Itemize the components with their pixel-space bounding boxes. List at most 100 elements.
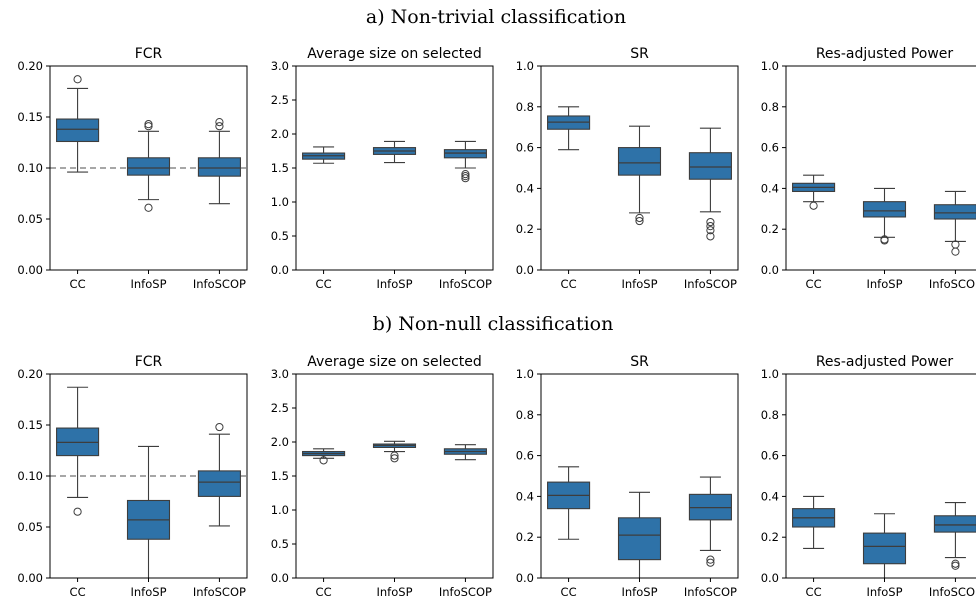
y-tick-label: 1.0	[271, 503, 289, 517]
outlier-point	[635, 216, 644, 226]
axes-frame	[785, 373, 976, 579]
y-tick-label: 0.6	[516, 449, 534, 463]
box-cc	[792, 174, 836, 210]
outlier-point	[73, 507, 82, 516]
row-title-a: a) Non-trivial classification	[366, 6, 626, 28]
x-tick-label: InfoSCOP	[439, 277, 492, 291]
y-tick-label: 0.05	[17, 212, 43, 226]
y-tick-label: 0.10	[17, 161, 43, 175]
outlier-point	[215, 122, 224, 131]
box-infoscop	[197, 422, 241, 527]
y-tick-label: 0.0	[271, 263, 289, 277]
y-tick-label: 1.0	[516, 367, 534, 381]
x-tick-label: InfoSP	[377, 277, 413, 291]
iqr-box	[443, 149, 487, 159]
iqr-box	[933, 204, 976, 220]
y-tick-label: 0.2	[761, 530, 779, 544]
x-tick-label: CC	[561, 585, 577, 599]
box-infoscop	[933, 501, 976, 570]
y-tick-label: 1.0	[516, 59, 534, 73]
box-infoscop	[688, 476, 732, 567]
box-cc	[547, 106, 591, 151]
panel-b-fcr: FCR 0.00 0.05 0.10 0.15 0.20 CC InfoSP InfoSCOP	[17, 354, 248, 599]
outlier-point	[706, 558, 715, 567]
panel-title: Average size on selected	[307, 46, 482, 62]
axes-frame	[540, 373, 739, 579]
y-tick-label: 0.0	[761, 571, 779, 585]
box-infosp	[126, 120, 171, 212]
y-tick-label: 0.15	[17, 110, 43, 124]
outlier-point	[461, 174, 470, 183]
iqr-box	[617, 517, 662, 561]
x-tick-label: CC	[316, 585, 332, 599]
axes-frame	[49, 65, 248, 271]
y-tick-label: 0.2	[516, 530, 534, 544]
outlier-point	[635, 213, 644, 223]
box-infosp	[372, 140, 417, 164]
x-tick-label: InfoSCOP	[193, 585, 246, 599]
x-tick-label: InfoSCOP	[929, 277, 976, 291]
iqr-box	[688, 152, 732, 180]
y-tick-label: 0.5	[271, 229, 289, 243]
iqr-box	[56, 118, 100, 143]
y-tick-label: 0.0	[516, 571, 534, 585]
x-tick-label: CC	[70, 277, 86, 291]
y-tick-label: 0.8	[761, 100, 779, 114]
box-cc	[792, 495, 836, 549]
outlier-point	[390, 454, 399, 463]
y-tick-label: 2.0	[271, 435, 289, 449]
axes-frame	[295, 65, 494, 271]
y-tick-label: 0.6	[516, 141, 534, 155]
x-tick-label: CC	[561, 277, 577, 291]
y-tick-label: 0.4	[761, 489, 779, 503]
outlier-point	[319, 456, 328, 465]
axes-frame	[49, 373, 248, 579]
outlier-point	[951, 247, 960, 256]
box-infosp	[862, 513, 907, 579]
outlier-point	[706, 232, 715, 241]
y-tick-label: 0.8	[516, 100, 534, 114]
box-infoscop	[197, 118, 241, 205]
row-title-b: b) Non-null classification	[373, 313, 614, 335]
y-tick-label: 0.05	[17, 520, 43, 534]
box-infosp	[862, 187, 907, 245]
outlier-point	[951, 561, 960, 570]
panel-b-res-adjusted-power: Res-adjusted Power 0.0 0.2 0.4 0.6 0.8 1.0 CC In…	[761, 354, 976, 599]
panel-title: FCR	[135, 354, 163, 370]
y-tick-label: 1.0	[761, 59, 779, 73]
box-cc	[302, 448, 346, 465]
box-infoscop	[443, 140, 487, 183]
box-infoscop	[933, 190, 976, 256]
y-tick-label: 0.15	[17, 418, 43, 432]
outlier-point	[144, 120, 153, 129]
y-tick-label: 0.4	[516, 181, 534, 195]
y-tick-label: 0.20	[17, 367, 43, 381]
outlier-point	[706, 217, 715, 227]
box-infosp	[126, 445, 171, 579]
y-tick-label: 0.20	[17, 59, 43, 73]
panel-b-average-size-on-selected: Average size on selected 0.0 0.5 1.0 1.5 2.0 2…	[271, 354, 494, 599]
box-infosp	[617, 491, 662, 579]
box-cc	[56, 75, 100, 173]
y-tick-label: 0.6	[761, 141, 779, 155]
iqr-box	[617, 147, 662, 176]
y-tick-label: 0.10	[17, 469, 43, 483]
axes-frame	[295, 373, 494, 579]
outlier-point	[215, 118, 224, 127]
y-tick-label: 1.5	[271, 161, 289, 175]
x-tick-label: InfoSP	[622, 277, 658, 291]
outlier-point	[706, 555, 715, 564]
y-tick-label: 0.4	[516, 489, 534, 503]
y-tick-label: 3.0	[271, 367, 289, 381]
x-tick-label: InfoSP	[867, 585, 903, 599]
panel-a-res-adjusted-power: Res-adjusted Power 0.0 0.2 0.4 0.6 0.8 1.0 CC In…	[761, 46, 976, 291]
iqr-box	[126, 157, 171, 176]
iqr-box	[197, 157, 241, 177]
y-tick-label: 0.8	[761, 408, 779, 422]
panel-title: FCR	[135, 46, 163, 62]
outlier-point	[215, 422, 224, 432]
y-tick-label: 1.5	[271, 469, 289, 483]
panel-a-sr: SR 0.0 0.2 0.4 0.6 0.8 1.0 CC InfoSP InfoSCOP	[516, 46, 739, 291]
iqr-box	[862, 201, 907, 218]
y-tick-label: 0.00	[17, 571, 43, 585]
